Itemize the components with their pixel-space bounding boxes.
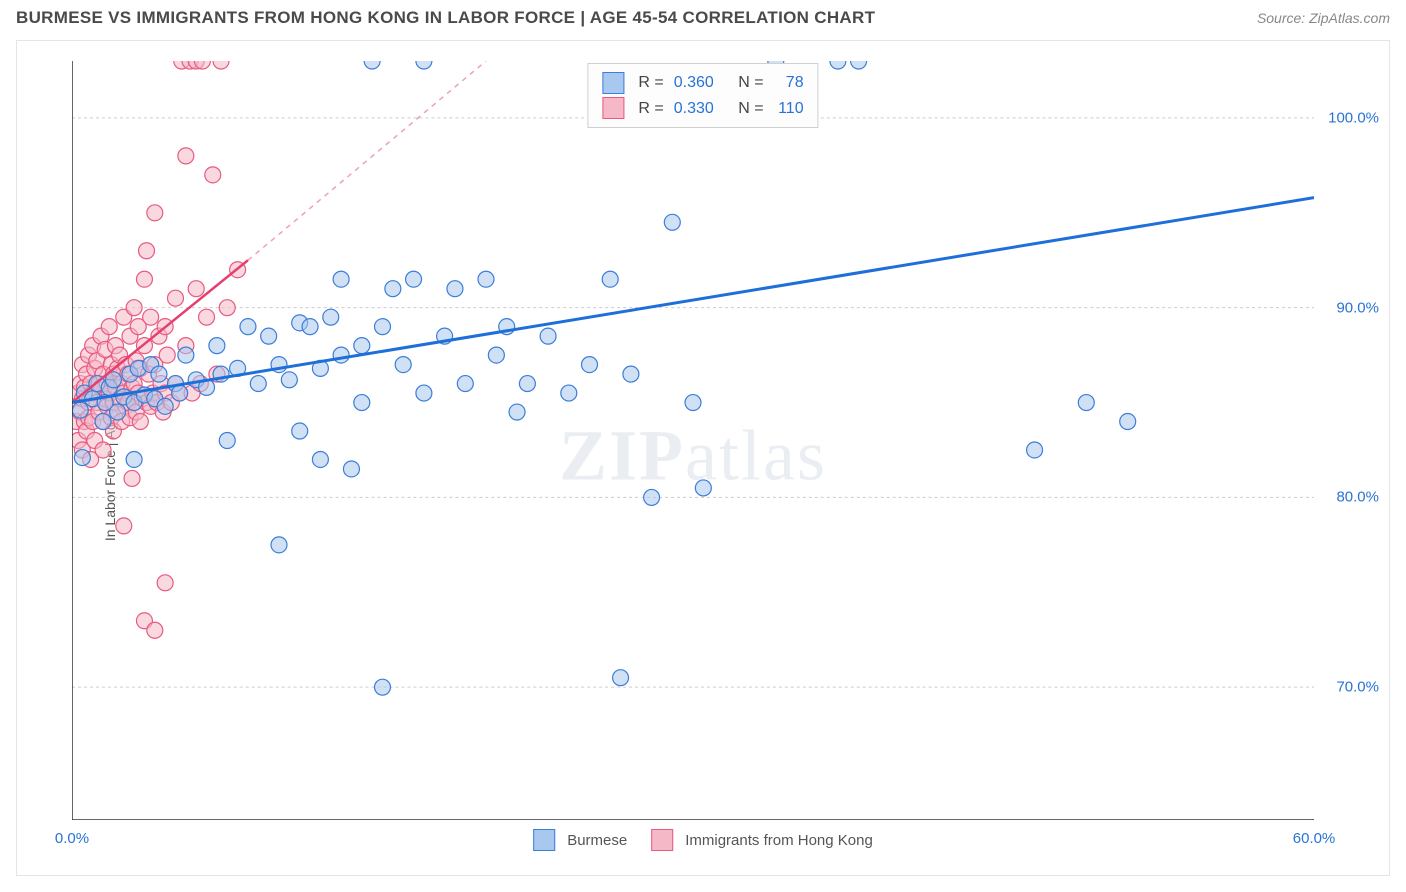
n-value-hongkong: 110 [774,96,804,122]
swatch-icon [533,829,555,851]
swatch-burmese [602,72,624,94]
x-tick-label: 0.0% [55,830,89,847]
series-legend: Burmese Immigrants from Hong Kong [533,829,873,851]
legend-row-hongkong: R = 0.330 N = 110 [602,96,803,122]
y-tick-label: 100.0% [1328,109,1379,126]
y-tick-label: 80.0% [1336,489,1379,506]
swatch-icon [651,829,673,851]
chart-container: In Labor Force | Age 45-54 ZIPatlas R = … [16,40,1390,876]
n-value-burmese: 78 [774,70,804,96]
legend-item-burmese: Burmese [533,829,627,851]
y-tick-label: 70.0% [1336,679,1379,696]
y-tick-label: 90.0% [1336,299,1379,316]
chart-title: BURMESE VS IMMIGRANTS FROM HONG KONG IN … [16,8,875,28]
legend-item-hongkong: Immigrants from Hong Kong [651,829,873,851]
correlation-legend: R = 0.360 N = 78 R = 0.330 N = 110 [587,63,818,128]
scatter-svg [72,61,1314,820]
chart-header: BURMESE VS IMMIGRANTS FROM HONG KONG IN … [0,0,1406,32]
swatch-hongkong [602,97,624,119]
plot-area: ZIPatlas [72,61,1314,820]
x-tick-label: 60.0% [1293,830,1336,847]
r-value-burmese: 0.360 [674,70,714,96]
source-label: Source: ZipAtlas.com [1257,10,1390,26]
r-value-hongkong: 0.330 [674,96,714,122]
legend-row-burmese: R = 0.360 N = 78 [602,70,803,96]
